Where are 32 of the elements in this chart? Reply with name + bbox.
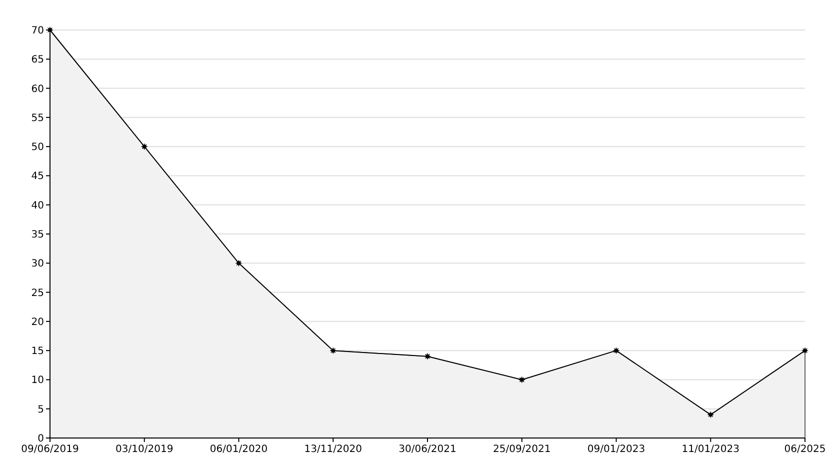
point bbox=[424, 352, 431, 360]
x-tick-label: 11/01/2023 bbox=[682, 444, 740, 455]
y-tick-label: 5 bbox=[38, 404, 44, 416]
point bbox=[330, 347, 337, 354]
y-tick-label: 60 bbox=[31, 84, 44, 95]
point bbox=[518, 376, 526, 384]
y-tick-label: 20 bbox=[31, 316, 44, 328]
x-tick-label: 09/06/2019 bbox=[21, 444, 79, 455]
y-tick-label: 25 bbox=[31, 288, 44, 299]
point bbox=[235, 260, 242, 267]
x-tick-label: 09/01/2023 bbox=[587, 444, 646, 455]
point bbox=[707, 411, 714, 418]
point bbox=[802, 347, 808, 354]
y-tick-label: 10 bbox=[31, 375, 44, 386]
y-tick-label: 40 bbox=[31, 200, 44, 212]
x-tick-label: 30/06/2021 bbox=[398, 444, 456, 455]
y-tick-label: 30 bbox=[31, 258, 44, 270]
point bbox=[612, 347, 620, 354]
y-tick-label: 70 bbox=[31, 26, 44, 36]
y-tick-label: 15 bbox=[31, 346, 44, 358]
y-tick-label: 35 bbox=[31, 230, 44, 240]
y-tick-label: 50 bbox=[31, 142, 44, 154]
x-tick-label: 03/10/2019 bbox=[116, 444, 174, 455]
y-tick-label: 65 bbox=[31, 54, 44, 66]
y-tick-label: 0 bbox=[38, 434, 44, 444]
y-tick-label: 45 bbox=[31, 171, 44, 182]
x-tick-label: 13/11/2020 bbox=[304, 444, 362, 455]
y-tick-label: 55 bbox=[31, 112, 44, 124]
x-tick-label: 25/09/2021 bbox=[493, 444, 551, 455]
x-tick-label: 06/2025 bbox=[784, 444, 826, 455]
point bbox=[140, 143, 148, 150]
x-tick-label: 06/01/2020 bbox=[210, 444, 268, 455]
